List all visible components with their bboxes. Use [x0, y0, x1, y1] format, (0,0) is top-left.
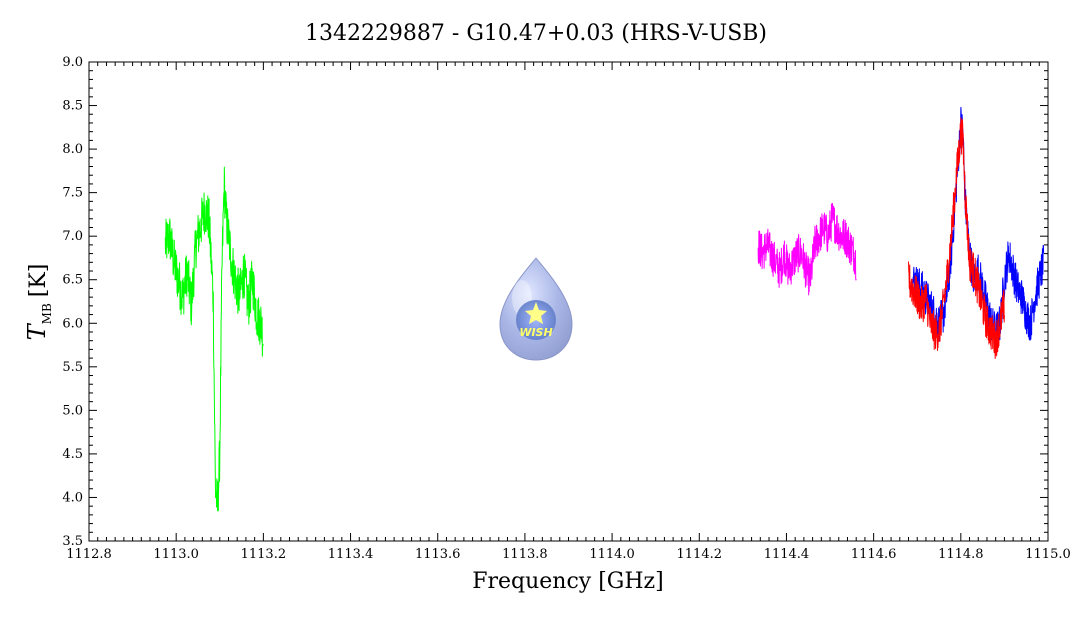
y-axis-label-sub: MB — [40, 303, 54, 324]
logo-text: WISH — [519, 326, 552, 339]
y-tick-label: 6.0 — [62, 316, 83, 331]
y-tick-label: 7.5 — [62, 186, 83, 201]
x-tick-label: 1114.4 — [764, 547, 810, 562]
spectrum-series-3 — [912, 106, 1045, 347]
spectrum-series-2 — [757, 202, 857, 296]
x-tick-label: 1112.8 — [66, 547, 112, 562]
series-group — [164, 106, 1045, 512]
x-tick-label: 1115.0 — [1025, 547, 1071, 562]
plot-area: 1112.8 1113.0 1113.2 1113.4 1113.6 1113.8 1114… — [62, 55, 1070, 562]
x-tick-label: 1114.2 — [677, 547, 723, 562]
x-tick-label: 1113.2 — [241, 547, 287, 562]
x-tick-label: 1114.8 — [938, 547, 984, 562]
spectrum-series-4 — [908, 117, 1005, 359]
y-tick-label: 8.0 — [62, 142, 83, 157]
x-tick-label: 1113.4 — [328, 547, 374, 562]
y-tick-label: 6.5 — [62, 273, 83, 288]
y-axis-label: TMB [K] — [23, 264, 54, 341]
y-tick-label: 5.5 — [62, 360, 83, 375]
y-tick-label: 4.0 — [62, 490, 83, 505]
y-tick-label: 9.0 — [62, 55, 83, 70]
x-tick-label: 1114.0 — [589, 547, 635, 562]
y-tick-label: 3.5 — [62, 534, 83, 549]
wish-logo: WISH — [499, 257, 573, 361]
plot-frame — [88, 61, 1049, 542]
y-tick-label: 8.5 — [62, 99, 83, 114]
y-tick-label: 5.0 — [62, 403, 83, 418]
chart-title: 1342229887 - G10.47+0.03 (HRS-V-USB) — [305, 21, 767, 46]
x-tick-label: 1113.8 — [502, 547, 548, 562]
y-axis-label-unit: [K] — [26, 264, 51, 298]
star-icon — [525, 302, 547, 324]
axis-ticks: 1112.8 1113.0 1113.2 1113.4 1113.6 1113.8 1114… — [62, 55, 1070, 562]
x-tick-label: 1114.6 — [851, 547, 897, 562]
y-axis-label-main: T — [23, 322, 51, 340]
spectrum-series-1 — [164, 166, 264, 512]
x-axis-label: Frequency [GHz] — [472, 569, 664, 594]
y-tick-label: 4.5 — [62, 447, 83, 462]
x-tick-label: 1113.0 — [153, 547, 199, 562]
y-tick-label: 7.0 — [62, 229, 83, 244]
x-tick-label: 1113.6 — [415, 547, 461, 562]
